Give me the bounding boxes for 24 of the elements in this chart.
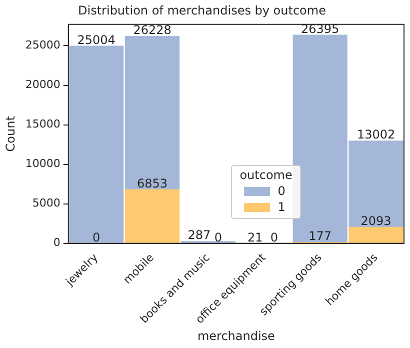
y-tick-label: 25000 <box>25 38 60 52</box>
legend-label: 0 <box>278 184 286 198</box>
data-label: 13002 <box>356 128 396 142</box>
legend-label: 1 <box>278 200 286 214</box>
data-label: 26395 <box>301 22 340 36</box>
data-label: 0 <box>214 230 222 244</box>
chart-title: Distribution of merchandises by outcome <box>78 3 326 18</box>
data-label: 6853 <box>137 176 168 190</box>
y-tick-label: 0 <box>53 236 60 250</box>
data-label: 25004 <box>77 32 116 47</box>
data-label: 0 <box>270 230 278 244</box>
data-label: 26228 <box>133 23 172 38</box>
y-tick-label: 20000 <box>25 78 60 92</box>
y-tick-label: 15000 <box>25 118 60 131</box>
data-label: 177 <box>308 229 332 244</box>
y-axis-title: Count <box>3 116 18 152</box>
data-label: 287 <box>188 228 211 242</box>
x-axis-title: merchandise <box>197 328 275 343</box>
data-label: 21 <box>248 230 263 244</box>
data-label: 2093 <box>360 214 392 228</box>
y-tick-label: 10000 <box>25 157 60 170</box>
y-tick-label: 5000 <box>32 196 60 210</box>
data-label: 0 <box>92 230 100 244</box>
legend-title: outcome <box>240 168 292 182</box>
